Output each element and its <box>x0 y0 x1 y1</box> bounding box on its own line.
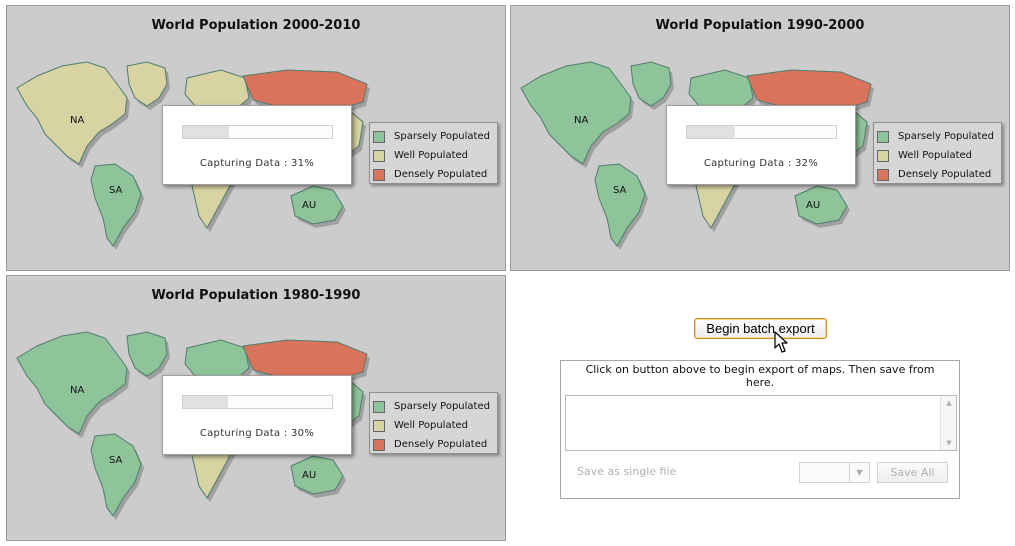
legend-item-well: Well Populated <box>370 416 497 435</box>
legend-swatch <box>877 149 889 162</box>
legend-label: Well Populated <box>394 420 468 431</box>
legend-swatch <box>373 438 385 451</box>
legend-label: Densely Populated <box>394 169 488 180</box>
legend-swatch <box>373 168 385 181</box>
region-north-america[interactable] <box>520 61 632 165</box>
map-panel: World Population 1980-1990 NA SA AU Spar… <box>6 275 506 541</box>
region-australia[interactable] <box>290 185 344 225</box>
region-greenland[interactable] <box>630 61 672 107</box>
legend-label: Sparsely Populated <box>898 131 994 142</box>
vertical-scrollbar[interactable]: ▲ ▼ <box>940 396 956 450</box>
scroll-down-arrow-icon[interactable]: ▼ <box>946 439 952 447</box>
export-format-select[interactable]: ▼ <box>799 462 870 483</box>
label-au: AU <box>302 200 317 211</box>
legend-label: Densely Populated <box>898 169 992 180</box>
capture-progress-dialog: Capturing Data : 31% <box>162 105 352 185</box>
map-legend: Sparsely Populated Well Populated Densel… <box>369 122 498 184</box>
legend-item-well: Well Populated <box>370 146 497 165</box>
map-title: World Population 1980-1990 <box>151 288 361 303</box>
legend-label: Sparsely Populated <box>394 131 490 142</box>
region-south-america[interactable] <box>594 163 646 247</box>
chevron-down-icon[interactable]: ▼ <box>849 463 869 482</box>
region-south-america[interactable] <box>90 163 142 247</box>
region-australia[interactable] <box>290 455 344 495</box>
legend-item-dense: Densely Populated <box>370 165 497 184</box>
capture-progress-dialog: Capturing Data : 30% <box>162 375 352 455</box>
map-title: World Population 2000-2010 <box>151 18 361 33</box>
mouse-pointer-icon <box>774 331 788 353</box>
label-na: NA <box>70 385 85 396</box>
region-greenland[interactable] <box>126 61 168 107</box>
legend-item-sparse: Sparsely Populated <box>370 397 497 416</box>
map-title: World Population 1990-2000 <box>655 18 865 33</box>
legend-swatch <box>877 130 889 143</box>
save-all-button[interactable]: Save All <box>877 462 948 483</box>
legend-swatch <box>373 149 385 162</box>
export-output-area[interactable]: ▲ ▼ <box>565 395 957 451</box>
progress-fill <box>183 396 228 408</box>
progress-bar <box>686 125 837 139</box>
progress-text: Capturing Data : 31% <box>199 158 315 169</box>
legend-swatch <box>373 419 385 432</box>
label-na: NA <box>574 115 589 126</box>
progress-fill <box>687 126 735 138</box>
label-na: NA <box>70 115 85 126</box>
save-single-file-label: Save as single file <box>577 465 677 478</box>
export-instructions: Click on button above to begin export of… <box>585 363 935 389</box>
legend-label: Sparsely Populated <box>394 401 490 412</box>
legend-label: Well Populated <box>898 150 972 161</box>
scroll-up-arrow-icon[interactable]: ▲ <box>946 399 952 407</box>
map-panel: World Population 2000-2010 NA SA AU Spar… <box>6 5 506 271</box>
map-legend: Sparsely Populated Well Populated Densel… <box>369 392 498 454</box>
progress-text: Capturing Data : 32% <box>703 158 819 169</box>
legend-label: Densely Populated <box>394 439 488 450</box>
label-sa: SA <box>109 185 123 196</box>
map-legend: Sparsely Populated Well Populated Densel… <box>873 122 1002 184</box>
progress-bar <box>182 125 333 139</box>
begin-batch-export-button[interactable]: Begin batch export <box>694 318 827 339</box>
legend-swatch <box>373 400 385 413</box>
legend-label: Well Populated <box>394 150 468 161</box>
region-south-america[interactable] <box>90 433 142 517</box>
export-panel: Click on button above to begin export of… <box>560 360 960 499</box>
legend-item-dense: Densely Populated <box>370 435 497 454</box>
legend-swatch <box>373 130 385 143</box>
legend-item-well: Well Populated <box>874 146 1001 165</box>
region-australia[interactable] <box>794 185 848 225</box>
label-au: AU <box>806 200 821 211</box>
capture-progress-dialog: Capturing Data : 32% <box>666 105 856 185</box>
progress-fill <box>183 126 230 138</box>
region-greenland[interactable] <box>126 331 168 377</box>
label-sa: SA <box>109 455 123 466</box>
legend-swatch <box>877 168 889 181</box>
legend-item-sparse: Sparsely Populated <box>370 127 497 146</box>
progress-text: Capturing Data : 30% <box>199 428 315 439</box>
legend-item-dense: Densely Populated <box>874 165 1001 184</box>
region-north-america[interactable] <box>16 61 128 165</box>
map-panel: World Population 1990-2000 NA SA AU Spar… <box>510 5 1010 271</box>
label-au: AU <box>302 470 317 481</box>
legend-item-sparse: Sparsely Populated <box>874 127 1001 146</box>
region-north-america[interactable] <box>16 331 128 435</box>
label-sa: SA <box>613 185 627 196</box>
progress-bar <box>182 395 333 409</box>
